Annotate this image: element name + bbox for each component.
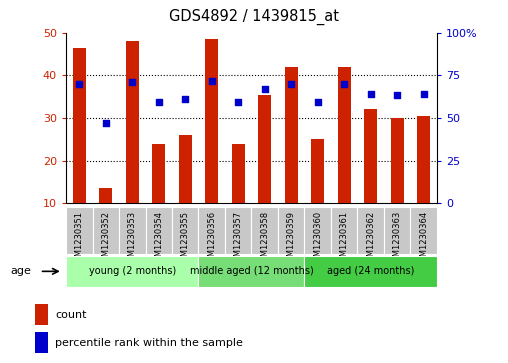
Text: age: age bbox=[10, 266, 31, 276]
Bar bbox=[172, 207, 199, 254]
Point bbox=[234, 99, 242, 105]
Bar bbox=[331, 207, 358, 254]
Point bbox=[102, 120, 110, 126]
Point bbox=[340, 81, 348, 87]
Bar bbox=[125, 41, 139, 203]
Bar bbox=[145, 207, 172, 254]
Text: GSM1230351: GSM1230351 bbox=[75, 211, 84, 267]
Bar bbox=[73, 48, 86, 203]
Bar bbox=[225, 207, 251, 254]
Bar bbox=[364, 110, 377, 203]
Point bbox=[393, 92, 401, 98]
Bar bbox=[205, 39, 218, 203]
Bar bbox=[35, 332, 48, 353]
Bar bbox=[337, 67, 351, 203]
Text: middle aged (12 months): middle aged (12 months) bbox=[189, 266, 313, 276]
Point bbox=[287, 81, 295, 87]
Text: GSM1230353: GSM1230353 bbox=[128, 211, 137, 267]
Point bbox=[128, 79, 136, 85]
Bar bbox=[304, 256, 437, 287]
Bar bbox=[92, 207, 119, 254]
Bar bbox=[232, 144, 245, 203]
Text: GSM1230355: GSM1230355 bbox=[181, 211, 190, 267]
Text: GSM1230359: GSM1230359 bbox=[287, 211, 296, 267]
Text: GSM1230362: GSM1230362 bbox=[366, 211, 375, 267]
Text: percentile rank within the sample: percentile rank within the sample bbox=[55, 338, 243, 348]
Bar bbox=[66, 207, 92, 254]
Bar bbox=[358, 207, 384, 254]
Bar bbox=[304, 207, 331, 254]
Point bbox=[367, 91, 375, 97]
Bar bbox=[66, 256, 199, 287]
Text: GSM1230356: GSM1230356 bbox=[207, 211, 216, 267]
Text: GSM1230363: GSM1230363 bbox=[393, 211, 402, 267]
Bar bbox=[410, 207, 437, 254]
Bar bbox=[99, 188, 112, 203]
Bar bbox=[284, 67, 298, 203]
Point bbox=[313, 99, 322, 105]
Bar bbox=[119, 207, 145, 254]
Text: GSM1230357: GSM1230357 bbox=[234, 211, 243, 267]
Bar bbox=[35, 304, 48, 325]
Bar bbox=[391, 118, 404, 203]
Bar bbox=[152, 144, 166, 203]
Point bbox=[75, 81, 83, 87]
Bar bbox=[384, 207, 410, 254]
Text: GSM1230352: GSM1230352 bbox=[101, 211, 110, 267]
Point bbox=[208, 78, 216, 84]
Point bbox=[261, 86, 269, 92]
Bar bbox=[179, 135, 192, 203]
Text: GDS4892 / 1439815_at: GDS4892 / 1439815_at bbox=[169, 9, 339, 25]
Point bbox=[420, 91, 428, 97]
Bar bbox=[278, 207, 304, 254]
Bar bbox=[199, 256, 304, 287]
Bar bbox=[251, 207, 278, 254]
Text: GSM1230354: GSM1230354 bbox=[154, 211, 163, 267]
Bar bbox=[199, 207, 225, 254]
Text: GSM1230364: GSM1230364 bbox=[419, 211, 428, 267]
Point bbox=[154, 99, 163, 105]
Text: young (2 months): young (2 months) bbox=[88, 266, 176, 276]
Text: GSM1230358: GSM1230358 bbox=[260, 211, 269, 267]
Bar bbox=[417, 116, 430, 203]
Bar bbox=[311, 139, 324, 203]
Bar bbox=[258, 94, 271, 203]
Text: GSM1230361: GSM1230361 bbox=[340, 211, 348, 267]
Text: GSM1230360: GSM1230360 bbox=[313, 211, 322, 267]
Text: count: count bbox=[55, 310, 87, 320]
Point bbox=[181, 96, 189, 102]
Text: aged (24 months): aged (24 months) bbox=[327, 266, 415, 276]
